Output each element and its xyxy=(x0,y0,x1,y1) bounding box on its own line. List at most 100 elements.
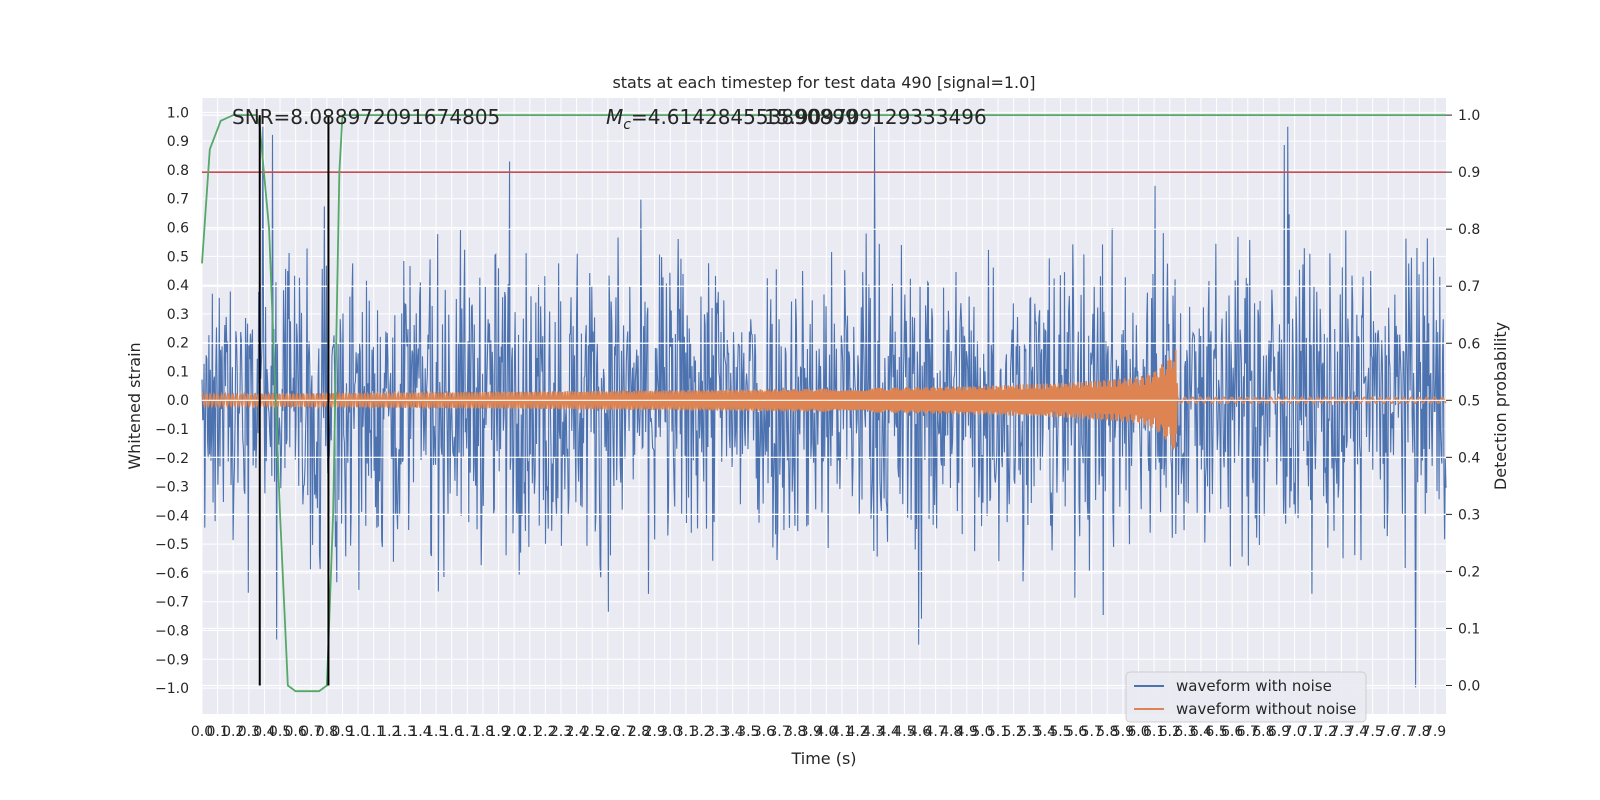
x-tick-label: 1.2 xyxy=(378,724,400,740)
x-tick-label: 5.5 xyxy=(1049,724,1071,740)
x-tick-label: 0.3 xyxy=(238,724,260,740)
x-tick-label: 4.6 xyxy=(909,724,931,740)
x-tick-label: 6.0 xyxy=(1127,724,1149,740)
x-tick-label: 7.8 xyxy=(1408,724,1430,740)
legend-label-clean: waveform without noise xyxy=(1176,700,1356,718)
x-tick-label: 1.0 xyxy=(347,724,369,740)
x-tick-label: 4.9 xyxy=(956,724,978,740)
x-tick-label: 2.4 xyxy=(565,724,587,740)
x-tick-label: 7.4 xyxy=(1346,724,1368,740)
x-tick-label: 3.4 xyxy=(722,724,744,740)
x-tick-label: 7.2 xyxy=(1315,724,1337,740)
x-tick-label: 7.1 xyxy=(1299,724,1321,740)
x-tick-label: 2.3 xyxy=(550,724,572,740)
x-tick-label: 4.0 xyxy=(815,724,837,740)
series-waveform-without-noise xyxy=(201,349,1447,450)
x-tick-label: 4.5 xyxy=(893,724,915,740)
x-tick-labels: 0.00.10.20.30.40.50.60.70.80.91.01.11.21… xyxy=(191,724,1446,740)
x-tick-label: 1.7 xyxy=(456,724,478,740)
y-tick-label: −0.3 xyxy=(155,480,189,496)
probability-line xyxy=(201,114,1446,693)
legend: waveform with noise waveform without noi… xyxy=(1125,671,1367,723)
x-tick-label: 1.6 xyxy=(441,724,463,740)
x-tick-label: 4.8 xyxy=(940,724,962,740)
x-tick-label: 0.9 xyxy=(331,724,353,740)
x-tick-label: 0.7 xyxy=(300,724,322,740)
x-tick-label: 6.2 xyxy=(1159,724,1181,740)
x-tick-label: 5.0 xyxy=(971,724,993,740)
x-axis-label: Time (s) xyxy=(790,749,856,768)
x-tick-label: 3.0 xyxy=(659,724,681,740)
y-tick-label: 0.1 xyxy=(167,364,189,380)
y2-tick-label: 0.6 xyxy=(1458,336,1480,352)
y2-tick-label: 0.8 xyxy=(1458,222,1480,238)
y2-tick-label: 0.1 xyxy=(1458,621,1480,637)
series-detection-probability xyxy=(201,114,1446,693)
y2-axis-label: Detection probability xyxy=(1491,322,1510,490)
y2-tick-label: 1.0 xyxy=(1458,108,1480,124)
x-tick-label: 0.1 xyxy=(206,724,228,740)
y-tick-label: 0.2 xyxy=(167,336,189,352)
x-tick-label: 6.1 xyxy=(1143,724,1165,740)
x-tick-label: 6.6 xyxy=(1221,724,1243,740)
y-tick-label: −0.9 xyxy=(155,652,189,668)
y-tick-label: 0.5 xyxy=(167,249,189,265)
x-tick-label: 3.7 xyxy=(768,724,790,740)
x-tick-label: 7.6 xyxy=(1377,724,1399,740)
x-tick-label: 0.0 xyxy=(191,724,213,740)
x-tick-label: 0.8 xyxy=(316,724,338,740)
x-tick-label: 3.3 xyxy=(706,724,728,740)
y-tick-labels: 1.0 0.9 0.8 0.7 0.6 0.5 0.4 0.3 0.2 0.1 0.0 −0.1 −0.… xyxy=(155,105,189,697)
x-tick-label: 6.7 xyxy=(1237,724,1259,740)
y2-tick-label: 0.3 xyxy=(1458,507,1480,523)
x-tick-label: 1.4 xyxy=(409,724,431,740)
x-tick-label: 4.3 xyxy=(862,724,884,740)
noise-line xyxy=(201,126,1447,688)
x-tick-label: 5.8 xyxy=(1096,724,1118,740)
x-tick-label: 2.5 xyxy=(581,724,603,740)
x-tick-label: 5.6 xyxy=(1065,724,1087,740)
snr-annotation: SNR=8.088972091674805 xyxy=(232,105,500,129)
x-tick-label: 2.0 xyxy=(503,724,525,740)
x-tick-label: 4.2 xyxy=(846,724,868,740)
overlap-annotation: 15.909709129333496 xyxy=(764,105,987,129)
x-tick-label: 0.5 xyxy=(269,724,291,740)
marker-vlines xyxy=(258,115,330,686)
y-tick-label: 0.9 xyxy=(167,134,189,150)
x-tick-label: 0.4 xyxy=(253,724,275,740)
y2-tick-label: 0.5 xyxy=(1458,393,1480,409)
x-tick-label: 6.5 xyxy=(1205,724,1227,740)
x-tick-label: 4.1 xyxy=(831,724,853,740)
y-tick-label: 1.0 xyxy=(167,105,189,121)
x-tick-label: 3.5 xyxy=(737,724,759,740)
x-tick-label: 2.6 xyxy=(597,724,619,740)
x-tick-label: 3.9 xyxy=(800,724,822,740)
x-tick-label: 7.9 xyxy=(1424,724,1446,740)
x-tick-label: 4.4 xyxy=(878,724,900,740)
legend-label-noise: waveform with noise xyxy=(1176,677,1332,695)
x-tick-label: 3.8 xyxy=(784,724,806,740)
x-tick-label: 2.2 xyxy=(534,724,556,740)
x-tick-label: 2.8 xyxy=(628,724,650,740)
chart-title: stats at each timestep for test data 490… xyxy=(612,73,1035,92)
mc-annotation: Mc=4.614284553890899 xyxy=(606,105,858,133)
x-tick-label: 1.3 xyxy=(394,724,416,740)
x-tick-label: 6.3 xyxy=(1174,724,1196,740)
x-tick-label: 1.1 xyxy=(363,724,385,740)
y-axis-label: Whitened strain xyxy=(125,342,144,469)
x-tick-label: 5.7 xyxy=(1081,724,1103,740)
x-tick-label: 5.9 xyxy=(1112,724,1134,740)
y-tick-label: 0.4 xyxy=(167,278,189,294)
y2-gridlines xyxy=(202,114,1446,687)
series-waveform-with-noise xyxy=(201,126,1447,688)
x-tick-label: 5.3 xyxy=(1018,724,1040,740)
x-tick-label: 3.2 xyxy=(690,724,712,740)
y-tick-label: 0.8 xyxy=(167,163,189,179)
x-tick-label: 5.1 xyxy=(987,724,1009,740)
y2-tick-label: 0.7 xyxy=(1458,279,1480,295)
x-tick-label: 6.8 xyxy=(1252,724,1274,740)
x-tick-label: 7.0 xyxy=(1283,724,1305,740)
y-tick-label: −0.8 xyxy=(155,624,189,640)
chirp-line xyxy=(201,349,1447,450)
